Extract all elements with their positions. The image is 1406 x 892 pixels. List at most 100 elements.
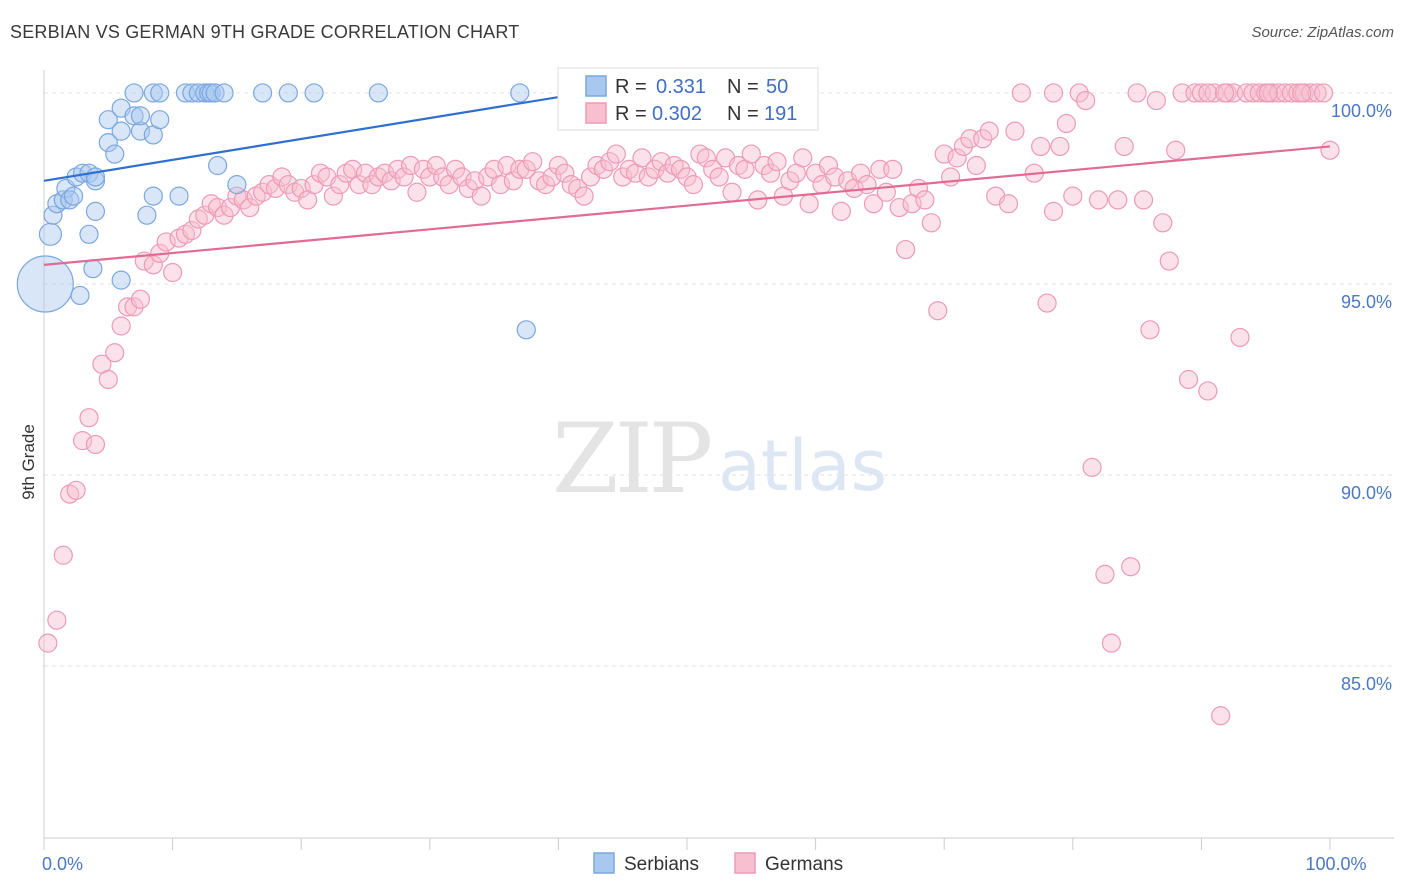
data-points	[16, 83, 1340, 726]
data-point	[722, 182, 742, 202]
data-point	[851, 163, 871, 183]
data-point	[709, 167, 729, 187]
data-point	[1043, 83, 1064, 103]
data-point	[915, 190, 935, 210]
stats-n-value-germans: 191	[764, 103, 797, 125]
data-point	[98, 132, 118, 153]
data-point	[400, 155, 421, 176]
axes	[43, 70, 1394, 850]
legend-label-serbians: Serbians	[624, 854, 699, 875]
legend: Serbians Germans	[593, 852, 843, 875]
data-point	[818, 155, 839, 176]
data-point	[413, 159, 433, 179]
trend-line-serbians	[43, 91, 585, 182]
data-point	[330, 175, 350, 195]
data-point	[169, 186, 189, 206]
y-axis-title: 9th Grade	[19, 424, 38, 500]
data-point	[143, 186, 163, 206]
data-point	[754, 155, 774, 176]
data-point	[98, 110, 118, 130]
data-point	[214, 83, 234, 103]
trend-lines	[43, 91, 1331, 266]
data-point	[1076, 90, 1096, 111]
data-point	[38, 633, 58, 653]
stats-box: R = 0.331 N = 50 R = 0.302 N = 191	[557, 67, 819, 131]
data-point	[542, 167, 562, 187]
data-point	[645, 159, 665, 179]
data-point	[1050, 136, 1070, 157]
data-point	[613, 167, 633, 187]
data-point	[111, 270, 131, 290]
data-point	[1178, 369, 1199, 390]
stats-swatch-serbians	[585, 75, 607, 97]
data-point	[1307, 83, 1327, 103]
data-point	[60, 190, 80, 210]
data-point	[638, 167, 659, 187]
data-point	[793, 148, 813, 168]
data-point	[825, 167, 845, 187]
data-point	[85, 201, 106, 221]
data-point	[253, 83, 273, 103]
stats-r-value-serbians: 0.331	[656, 76, 706, 98]
data-point	[124, 297, 144, 317]
watermark-atlas: atlas	[718, 425, 887, 507]
data-point	[1082, 457, 1102, 477]
data-point	[998, 194, 1019, 214]
legend-swatch-germans	[734, 852, 756, 874]
data-point	[953, 136, 974, 157]
data-point	[658, 163, 678, 183]
data-point	[516, 159, 536, 179]
legend-swatch-serbians	[593, 852, 615, 874]
data-point	[606, 144, 626, 164]
data-point	[670, 159, 691, 179]
data-point	[53, 545, 73, 565]
data-point	[896, 239, 916, 260]
data-point	[1292, 83, 1312, 103]
data-point	[150, 83, 170, 103]
data-point	[1313, 83, 1334, 103]
data-point	[966, 155, 986, 176]
data-point	[227, 175, 247, 195]
data-point	[767, 152, 787, 172]
data-point	[63, 186, 84, 206]
data-point	[1011, 83, 1031, 103]
series-serbians	[16, 83, 536, 340]
data-point	[760, 163, 781, 183]
data-point	[111, 121, 131, 141]
data-point	[889, 197, 909, 218]
data-point	[407, 182, 427, 202]
data-point	[1153, 213, 1173, 233]
data-point	[381, 171, 401, 191]
data-point	[973, 129, 993, 149]
data-point	[1159, 251, 1179, 271]
series-germans	[38, 83, 1340, 726]
data-point	[124, 83, 144, 103]
data-point	[98, 369, 118, 390]
data-point	[143, 83, 163, 103]
data-point	[85, 434, 106, 455]
data-point	[1069, 83, 1089, 103]
legend-label-germans: Germans	[765, 854, 843, 875]
data-point	[43, 205, 63, 225]
data-point	[1320, 140, 1340, 160]
data-point	[1031, 136, 1051, 157]
data-point	[368, 83, 388, 103]
stats-n-label-serbians: N =	[727, 76, 759, 98]
data-point	[1121, 557, 1141, 577]
data-point	[1005, 121, 1025, 141]
stats-n-label-germans: N =	[727, 103, 759, 125]
data-point	[16, 255, 74, 313]
data-point	[863, 194, 884, 214]
data-point	[445, 159, 466, 179]
data-point	[105, 144, 125, 164]
data-point	[677, 167, 697, 187]
data-point	[130, 121, 151, 141]
data-point	[137, 205, 157, 225]
data-point	[1108, 190, 1128, 210]
data-point	[510, 83, 530, 103]
data-point	[1056, 113, 1076, 134]
data-point	[703, 159, 723, 179]
data-point	[182, 220, 202, 241]
data-point	[516, 320, 536, 340]
